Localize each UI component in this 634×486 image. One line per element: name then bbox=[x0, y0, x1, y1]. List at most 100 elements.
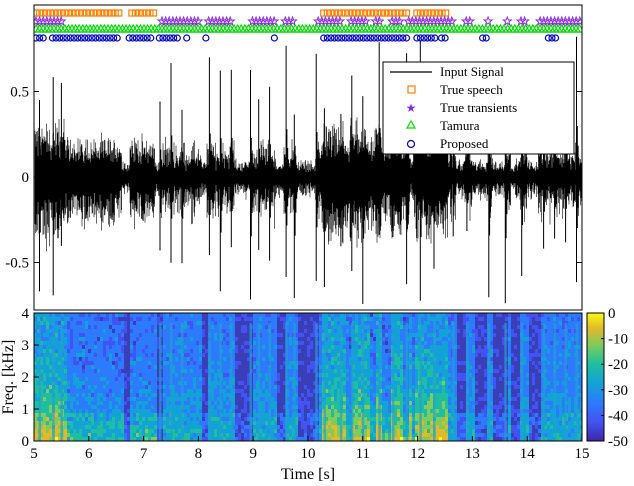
heatmap-cell bbox=[514, 433, 517, 437]
heatmap-cell bbox=[289, 349, 292, 353]
heatmap-cell bbox=[241, 429, 244, 433]
heatmap-cell bbox=[364, 429, 367, 433]
heatmap-cell bbox=[175, 409, 178, 413]
heatmap-cell bbox=[163, 361, 166, 365]
heatmap-cell bbox=[73, 313, 76, 317]
heatmap-cell bbox=[178, 357, 181, 361]
heatmap-cell bbox=[151, 373, 154, 377]
heatmap-cell bbox=[400, 433, 403, 437]
heatmap-cell bbox=[334, 337, 337, 341]
heatmap-cell bbox=[37, 317, 40, 321]
heatmap-cell bbox=[148, 333, 151, 337]
heatmap-cell bbox=[166, 421, 169, 425]
heatmap-cell bbox=[79, 353, 82, 357]
star-marker bbox=[519, 15, 530, 27]
heatmap-cell bbox=[40, 373, 43, 377]
heatmap-cell bbox=[49, 409, 52, 413]
heatmap-cell bbox=[496, 433, 499, 437]
heatmap-cell bbox=[526, 381, 529, 385]
heatmap-cell bbox=[358, 321, 361, 325]
heatmap-cell bbox=[130, 393, 133, 397]
heatmap-cell bbox=[178, 385, 181, 389]
heatmap-cell bbox=[34, 429, 37, 433]
heatmap-cell bbox=[82, 393, 85, 397]
heatmap-cell bbox=[55, 401, 58, 405]
heatmap-cell bbox=[358, 345, 361, 349]
heatmap-cell bbox=[373, 317, 376, 321]
heatmap-cell bbox=[403, 365, 406, 369]
heatmap-cell bbox=[436, 385, 439, 389]
heatmap-cell bbox=[196, 373, 199, 377]
heatmap-cell bbox=[178, 437, 181, 441]
heatmap-cell bbox=[271, 333, 274, 337]
heatmap-cell bbox=[247, 373, 250, 377]
heatmap-cell bbox=[88, 333, 91, 337]
heatmap-cell bbox=[403, 413, 406, 417]
heatmap-cell bbox=[139, 385, 142, 389]
heatmap-cell bbox=[196, 345, 199, 349]
heatmap-cell bbox=[205, 421, 208, 425]
heatmap-cell bbox=[328, 397, 331, 401]
heatmap-cell bbox=[283, 317, 286, 321]
heatmap-cell bbox=[388, 333, 391, 337]
heatmap-cell bbox=[277, 389, 280, 393]
heatmap-cell bbox=[199, 357, 202, 361]
heatmap-cell bbox=[526, 389, 529, 393]
heatmap-cell bbox=[40, 321, 43, 325]
heatmap-cell bbox=[106, 437, 109, 441]
heatmap-cell bbox=[142, 389, 145, 393]
heatmap-cell bbox=[115, 413, 118, 417]
heatmap-cell bbox=[388, 381, 391, 385]
heatmap-cell bbox=[484, 381, 487, 385]
heatmap-cell bbox=[325, 337, 328, 341]
legend-label: Tamura bbox=[440, 118, 480, 133]
heatmap-cell bbox=[424, 405, 427, 409]
heatmap-cell bbox=[289, 361, 292, 365]
heatmap-cell bbox=[115, 409, 118, 413]
heatmap-cell bbox=[112, 349, 115, 353]
legend-label: True transients bbox=[440, 100, 517, 115]
heatmap-cell bbox=[94, 357, 97, 361]
heatmap-cell bbox=[421, 425, 424, 429]
heatmap-cell bbox=[469, 417, 472, 421]
heatmap-cell bbox=[223, 357, 226, 361]
heatmap-cell bbox=[214, 417, 217, 421]
heatmap-cell bbox=[223, 313, 226, 317]
heatmap-cell bbox=[202, 345, 205, 349]
heatmap-cell bbox=[364, 405, 367, 409]
heatmap-cell bbox=[436, 361, 439, 365]
heatmap-cell bbox=[82, 369, 85, 373]
heatmap-cell bbox=[328, 333, 331, 337]
heatmap-cell bbox=[523, 337, 526, 341]
heatmap-cell bbox=[196, 409, 199, 413]
heatmap-cell bbox=[346, 317, 349, 321]
star-marker bbox=[370, 15, 382, 27]
heatmap-cell bbox=[73, 369, 76, 373]
heatmap-cell bbox=[469, 333, 472, 337]
heatmap-cell bbox=[112, 437, 115, 441]
heatmap-cell bbox=[322, 313, 325, 317]
heatmap-cell bbox=[145, 349, 148, 353]
heatmap-cell bbox=[88, 341, 91, 345]
heatmap-cell bbox=[355, 437, 358, 441]
heatmap-cell bbox=[223, 409, 226, 413]
heatmap-cell bbox=[484, 329, 487, 333]
heatmap-cell bbox=[187, 425, 190, 429]
heatmap-cell bbox=[121, 365, 124, 369]
heatmap-cell bbox=[385, 401, 388, 405]
heatmap-cell bbox=[85, 425, 88, 429]
heatmap-cell bbox=[256, 401, 259, 405]
square-marker bbox=[352, 9, 360, 17]
heatmap-cell bbox=[211, 393, 214, 397]
heatmap-cell bbox=[388, 385, 391, 389]
heatmap-cell bbox=[367, 377, 370, 381]
heatmap-cell bbox=[475, 329, 478, 333]
circle-marker bbox=[113, 34, 121, 42]
heatmap-cell bbox=[508, 397, 511, 401]
heatmap-cell bbox=[97, 325, 100, 329]
heatmap-cell bbox=[508, 381, 511, 385]
heatmap-cell bbox=[91, 413, 94, 417]
star-marker bbox=[330, 15, 342, 27]
heatmap-cell bbox=[58, 377, 61, 381]
heatmap-cell bbox=[40, 329, 43, 333]
